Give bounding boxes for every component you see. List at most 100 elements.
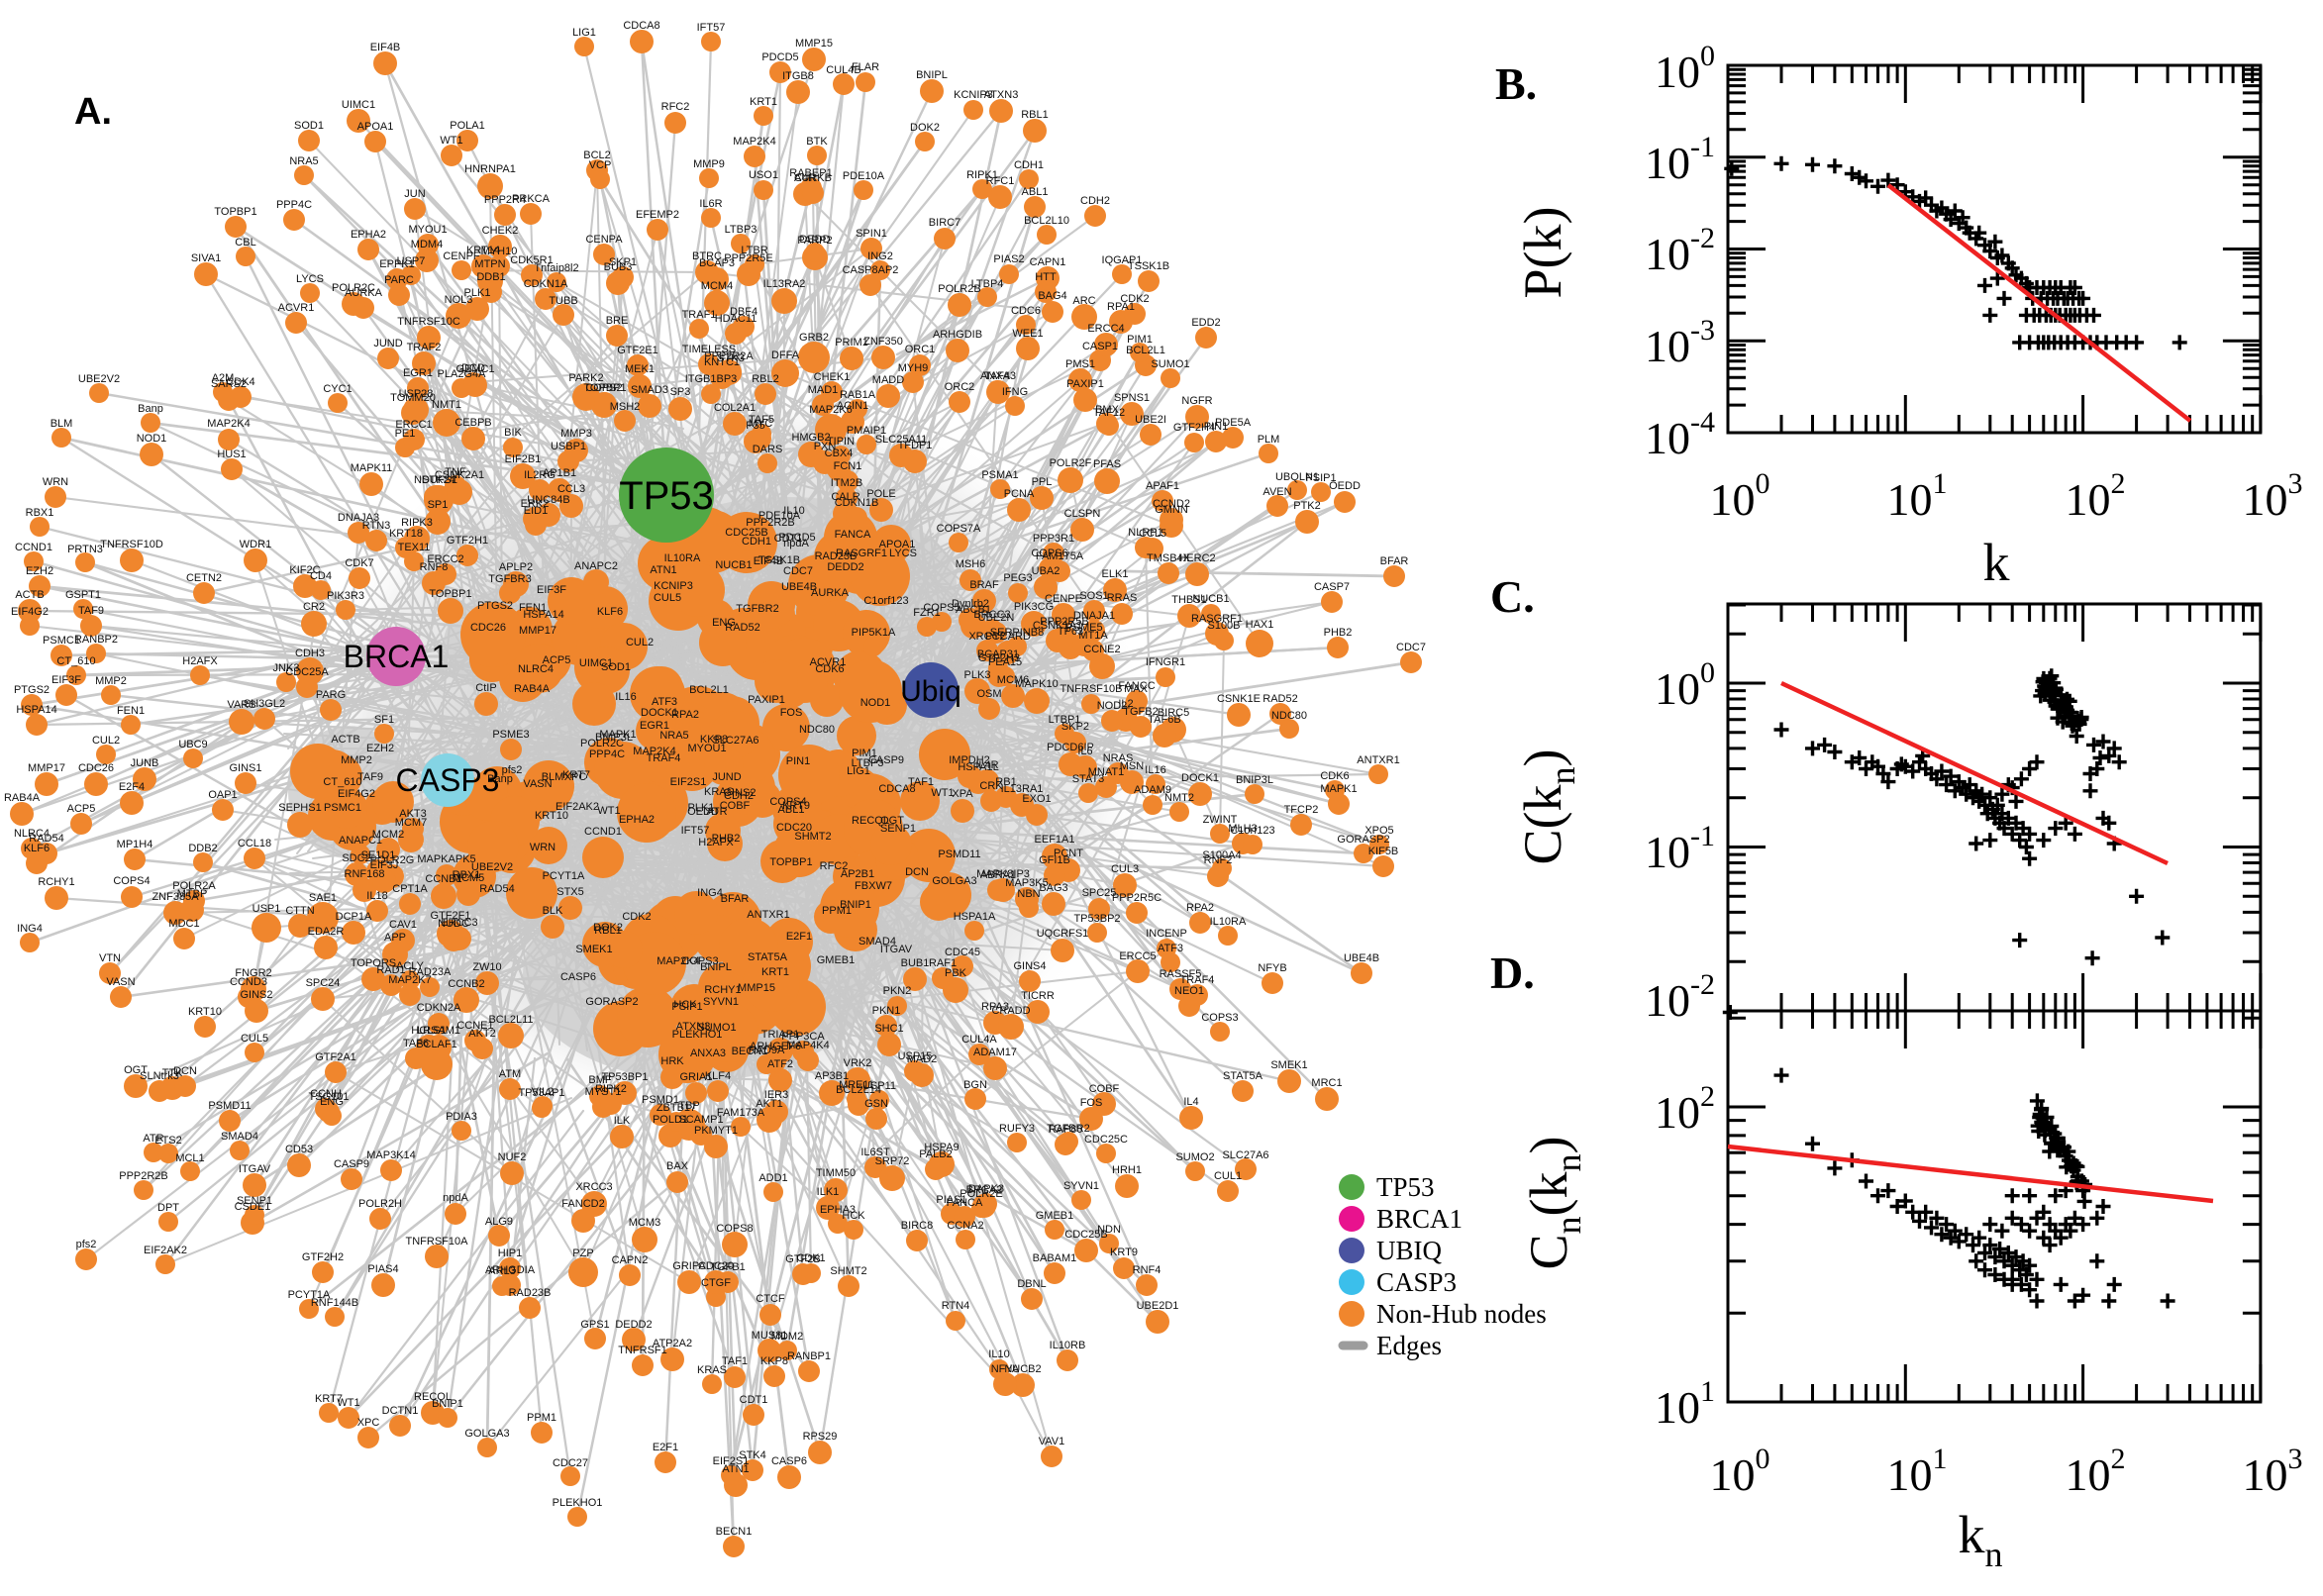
svg-text:NDC80: NDC80 xyxy=(799,724,835,736)
svg-text:CDCA8: CDCA8 xyxy=(623,20,659,32)
svg-text:ITM2B: ITM2B xyxy=(831,477,862,489)
svg-text:CDKN2A: CDKN2A xyxy=(417,1002,461,1014)
svg-text:SYVN1: SYVN1 xyxy=(703,996,739,1008)
svg-text:PALB2: PALB2 xyxy=(919,1148,952,1160)
svg-text:SHMT2: SHMT2 xyxy=(830,1265,866,1277)
svg-text:UBE4B: UBE4B xyxy=(1344,952,1379,964)
svg-text:CAPN1: CAPN1 xyxy=(1030,256,1066,268)
svg-text:GTF2H2: GTF2H2 xyxy=(302,1251,344,1263)
svg-text:MLH3: MLH3 xyxy=(1228,823,1257,835)
svg-text:UBA2: UBA2 xyxy=(1032,565,1060,577)
svg-text:RAD1: RAD1 xyxy=(376,964,405,976)
svg-text:CDH1: CDH1 xyxy=(742,536,771,548)
svg-text:KRT10: KRT10 xyxy=(535,810,568,822)
svg-text:PCNT: PCNT xyxy=(1054,848,1083,859)
svg-text:RFC1: RFC1 xyxy=(986,175,1015,187)
svg-text:SMAD4: SMAD4 xyxy=(221,1131,258,1143)
svg-text:NLRC4: NLRC4 xyxy=(518,663,554,675)
svg-text:THBS1: THBS1 xyxy=(1171,594,1206,606)
svg-text:CDT1: CDT1 xyxy=(774,533,803,545)
svg-text:PPP2R2A: PPP2R2A xyxy=(704,350,754,362)
svg-text:MMP15: MMP15 xyxy=(795,38,833,50)
svg-text:S100A4: S100A4 xyxy=(1202,849,1241,861)
svg-text:PKN1: PKN1 xyxy=(872,1005,901,1017)
svg-text:SMAD4: SMAD4 xyxy=(858,936,896,948)
svg-text:RFC2: RFC2 xyxy=(661,101,690,113)
svg-text:SP1: SP1 xyxy=(428,499,449,511)
svg-text:CHEK2: CHEK2 xyxy=(482,225,519,237)
svg-text:KKP8: KKP8 xyxy=(760,1355,788,1367)
svg-text:CCND1: CCND1 xyxy=(15,542,52,553)
svg-text:ATXN3: ATXN3 xyxy=(676,1021,711,1033)
svg-text:RAB4A: RAB4A xyxy=(514,683,551,695)
svg-text:FAM175A: FAM175A xyxy=(1036,550,1084,562)
svg-text:RPA2: RPA2 xyxy=(671,709,699,721)
svg-text:AURKA: AURKA xyxy=(345,287,383,299)
svg-text:FEN1: FEN1 xyxy=(519,602,547,614)
svg-text:LYCS: LYCS xyxy=(296,273,324,285)
svg-text:CDC20: CDC20 xyxy=(698,1260,734,1272)
svg-text:CSDE1: CSDE1 xyxy=(235,1201,271,1213)
svg-text:SUMO1: SUMO1 xyxy=(1151,358,1189,370)
svg-text:TRIAP1: TRIAP1 xyxy=(761,1029,800,1041)
svg-text:VASN: VASN xyxy=(523,778,552,790)
svg-text:CYC1: CYC1 xyxy=(323,383,352,395)
svg-text:CDCA8: CDCA8 xyxy=(878,783,915,795)
svg-text:C1orf123: C1orf123 xyxy=(1230,825,1274,837)
svg-text:PSIP1: PSIP1 xyxy=(1305,472,1336,484)
svg-text:KCNIP3: KCNIP3 xyxy=(654,580,693,592)
svg-text:CDK1: CDK1 xyxy=(796,1252,825,1264)
svg-text:ZBTB17: ZBTB17 xyxy=(656,1102,696,1114)
svg-text:OAP1: OAP1 xyxy=(208,789,237,801)
svg-text:PRIM1: PRIM1 xyxy=(835,337,868,349)
svg-text:RAB4A: RAB4A xyxy=(4,792,41,804)
svg-text:PAXIP1: PAXIP1 xyxy=(1066,378,1104,390)
svg-text:HAX1: HAX1 xyxy=(1246,619,1274,631)
svg-text:CT_610: CT_610 xyxy=(56,655,95,667)
svg-text:SPNS1: SPNS1 xyxy=(1114,392,1150,404)
svg-text:PPP2R5B: PPP2R5B xyxy=(1040,616,1089,628)
svg-text:GPS1: GPS1 xyxy=(580,1319,609,1331)
svg-text:npdA: npdA xyxy=(783,538,809,549)
svg-text:CASP1: CASP1 xyxy=(1082,341,1118,352)
svg-text:CCNB1: CCNB1 xyxy=(425,873,461,885)
svg-text:PDE10A: PDE10A xyxy=(758,510,801,522)
svg-text:PARC: PARC xyxy=(384,274,414,286)
svg-text:IL4: IL4 xyxy=(1183,1096,1198,1108)
svg-text:TP53AP1: TP53AP1 xyxy=(518,1087,564,1099)
svg-text:EDA2R: EDA2R xyxy=(308,926,345,938)
svg-text:XPC: XPC xyxy=(357,1417,380,1429)
svg-text:CDK2: CDK2 xyxy=(1120,293,1149,305)
svg-text:KRT18: KRT18 xyxy=(389,528,423,540)
svg-text:TP63: TP63 xyxy=(1058,626,1083,638)
svg-text:RAD54: RAD54 xyxy=(479,883,514,895)
svg-text:ABL1: ABL1 xyxy=(1022,186,1049,198)
svg-text:RPA3: RPA3 xyxy=(981,1001,1009,1013)
svg-text:POLR2C: POLR2C xyxy=(332,282,375,294)
svg-text:WRN: WRN xyxy=(530,842,556,853)
svg-text:UBE2V2: UBE2V2 xyxy=(78,373,120,385)
svg-text:DCTN1: DCTN1 xyxy=(382,1405,419,1417)
svg-text:MMP17: MMP17 xyxy=(519,625,556,637)
svg-text:VAV1: VAV1 xyxy=(1039,1436,1065,1447)
svg-text:AP3B1: AP3B1 xyxy=(815,1070,849,1082)
svg-text:ERCC4: ERCC4 xyxy=(1087,323,1124,335)
svg-text:HRH1: HRH1 xyxy=(1112,1164,1142,1176)
svg-text:IFNGR1: IFNGR1 xyxy=(1146,656,1185,668)
svg-text:RAF1: RAF1 xyxy=(929,957,957,969)
svg-text:ERCC3: ERCC3 xyxy=(441,917,477,929)
svg-text:CCNB2: CCNB2 xyxy=(448,978,484,990)
svg-text:COPS6: COPS6 xyxy=(1031,548,1067,559)
svg-text:TGFB1: TGFB1 xyxy=(710,1261,745,1273)
svg-text:TMSB4X: TMSB4X xyxy=(1147,552,1191,564)
svg-text:IL10RA: IL10RA xyxy=(664,552,701,564)
svg-text:CETN2: CETN2 xyxy=(186,572,222,584)
svg-text:STK24: STK24 xyxy=(422,474,455,486)
svg-text:CUL2: CUL2 xyxy=(92,735,120,747)
svg-text:FLAR: FLAR xyxy=(852,61,879,73)
svg-text:NDUFS1: NDUFS1 xyxy=(414,474,457,486)
svg-text:GRIPA: GRIPA xyxy=(672,1260,706,1272)
svg-text:KIF5B: KIF5B xyxy=(1368,846,1399,857)
svg-text:IQGAP1: IQGAP1 xyxy=(1102,254,1143,266)
svg-text:CDKN1A: CDKN1A xyxy=(524,278,568,290)
